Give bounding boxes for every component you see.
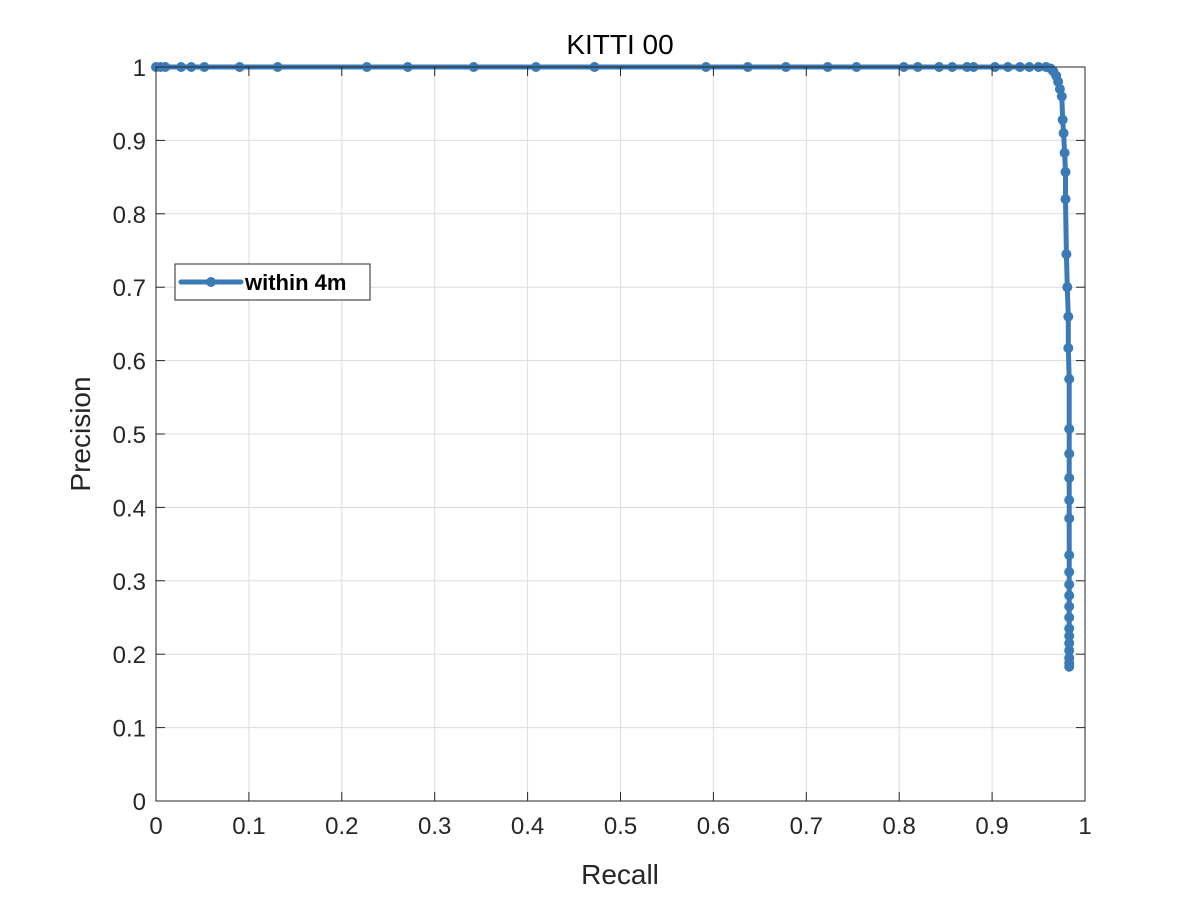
data-point bbox=[1057, 114, 1068, 125]
data-point bbox=[1064, 612, 1075, 623]
data-point bbox=[1064, 601, 1075, 612]
x-tick-label: 0.1 bbox=[232, 813, 265, 840]
data-point bbox=[1064, 567, 1075, 577]
y-tick-label: 1 bbox=[133, 55, 146, 82]
data-point bbox=[1064, 473, 1075, 483]
x-tick-label: 0.5 bbox=[604, 813, 637, 840]
y-tick-label: 0.1 bbox=[113, 716, 146, 743]
data-point bbox=[1064, 550, 1075, 561]
y-tick-label: 0.8 bbox=[113, 202, 146, 229]
data-point bbox=[1064, 590, 1075, 601]
y-tick-label: 0.7 bbox=[113, 275, 146, 302]
x-tick-label: 0.6 bbox=[697, 813, 730, 840]
data-point bbox=[1056, 91, 1067, 102]
data-point bbox=[1062, 282, 1073, 293]
data-point bbox=[1064, 645, 1075, 656]
x-tick-label: 0.7 bbox=[790, 813, 823, 840]
ticks bbox=[155, 66, 1086, 802]
y-tick-label: 0.5 bbox=[113, 422, 146, 449]
data-point bbox=[1058, 128, 1069, 139]
y-tick-label: 0.4 bbox=[113, 495, 146, 522]
data-point bbox=[1064, 630, 1075, 641]
tick-labels: 0 0.1 0.2 0.3 0.4 0.5 0.6 0.7 0.8 0.9 1 0 0.1 0.2 0.3 0… bbox=[113, 55, 1092, 840]
y-tick-label: 0.2 bbox=[113, 642, 146, 669]
data-point bbox=[1064, 513, 1075, 524]
y-axis-label: Precision bbox=[65, 376, 96, 491]
data-point bbox=[1060, 167, 1071, 177]
chart-title: KITTI 00 bbox=[566, 29, 673, 60]
data-point bbox=[1060, 194, 1071, 205]
y-tick-label: 0.3 bbox=[113, 569, 146, 596]
x-tick-label: 0.2 bbox=[325, 813, 358, 840]
data-point bbox=[1064, 623, 1075, 634]
y-tick-label: 0.6 bbox=[113, 349, 146, 376]
data-point bbox=[1064, 638, 1075, 649]
data-point bbox=[1064, 661, 1075, 672]
y-tick-label: 0 bbox=[133, 789, 146, 816]
x-axis-label: Recall bbox=[581, 859, 659, 890]
data-point bbox=[1064, 448, 1075, 459]
data-point bbox=[1064, 579, 1075, 590]
legend-marker-sample bbox=[206, 277, 216, 287]
data-point bbox=[1064, 495, 1075, 506]
data-point bbox=[1059, 147, 1070, 158]
legend-label: within 4m bbox=[244, 270, 346, 295]
data-point bbox=[1061, 249, 1072, 260]
x-tick-label: 0.3 bbox=[418, 813, 451, 840]
data-point bbox=[1063, 343, 1074, 354]
data-point bbox=[1064, 423, 1075, 434]
legend: within 4m bbox=[174, 263, 371, 301]
x-tick-label: 1 bbox=[1078, 813, 1091, 840]
data-point bbox=[1063, 311, 1074, 322]
y-tick-label: 0.9 bbox=[113, 128, 146, 155]
x-tick-label: 0 bbox=[149, 813, 162, 840]
x-tick-label: 0.9 bbox=[975, 813, 1008, 840]
data-point bbox=[1064, 374, 1075, 384]
x-tick-label: 0.4 bbox=[511, 813, 544, 840]
x-tick-label: 0.8 bbox=[883, 813, 916, 840]
